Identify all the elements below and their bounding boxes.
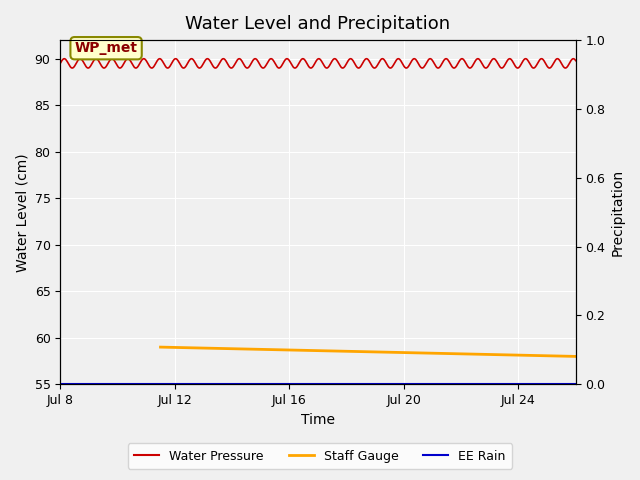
Legend: Water Pressure, Staff Gauge, EE Rain: Water Pressure, Staff Gauge, EE Rain: [128, 444, 512, 469]
Staff Gauge: [572, 354, 580, 360]
EE Rain: [322, 382, 330, 387]
Water Pressure: [450, 65, 458, 71]
Water Pressure: [83, 64, 90, 70]
Line: Water Pressure: Water Pressure: [60, 59, 576, 68]
Staff Gauge: [381, 349, 389, 355]
Water Pressure: [294, 63, 301, 69]
Water Pressure: [56, 60, 64, 66]
Line: Staff Gauge: Staff Gauge: [161, 347, 576, 357]
EE Rain: [364, 382, 371, 387]
Staff Gauge: [497, 352, 505, 358]
Y-axis label: Precipitation: Precipitation: [611, 168, 625, 256]
Staff Gauge: [354, 348, 362, 354]
Title: Water Level and Precipitation: Water Level and Precipitation: [186, 15, 451, 33]
EE Rain: [572, 382, 580, 387]
EE Rain: [176, 382, 184, 387]
EE Rain: [56, 382, 64, 387]
EE Rain: [546, 382, 554, 387]
Water Pressure: [188, 56, 195, 61]
Staff Gauge: [356, 348, 364, 354]
Water Pressure: [557, 60, 565, 66]
Y-axis label: Water Level (cm): Water Level (cm): [15, 153, 29, 272]
Staff Gauge: [562, 353, 570, 359]
Text: WP_met: WP_met: [75, 41, 138, 55]
Water Pressure: [307, 65, 315, 71]
Staff Gauge: [404, 350, 412, 356]
Water Pressure: [463, 62, 470, 68]
EE Rain: [530, 382, 538, 387]
Water Pressure: [557, 60, 565, 66]
Water Pressure: [572, 58, 580, 63]
EE Rain: [156, 382, 163, 387]
Staff Gauge: [157, 344, 164, 350]
X-axis label: Time: Time: [301, 413, 335, 427]
